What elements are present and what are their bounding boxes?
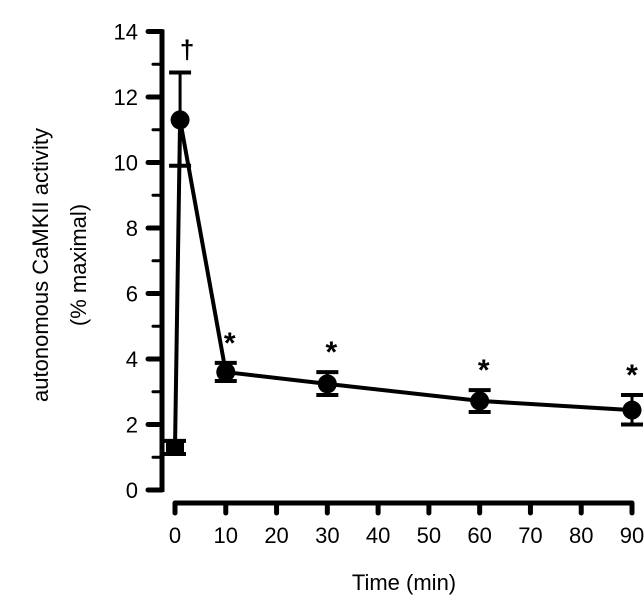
- x-tick-label: 50: [417, 523, 441, 548]
- y-axis: 0 2 4 6 8 10 12 14: [114, 20, 165, 503]
- x-axis: 0 10 20 30 40 50 60 70 80 90: [169, 500, 644, 548]
- data-point: [166, 439, 184, 456]
- y-tick-label: 12: [114, 85, 138, 110]
- significance-marker: *: [325, 336, 337, 369]
- y-tick-label: 8: [126, 216, 138, 241]
- x-tick-label: 80: [569, 523, 593, 548]
- x-tick-label: 40: [366, 523, 390, 548]
- plot-area: † * * * *: [164, 34, 643, 456]
- x-tick-label: 30: [315, 523, 339, 548]
- significance-marker: *: [224, 327, 236, 360]
- data-point: [317, 374, 337, 394]
- series-line: [173, 119, 633, 448]
- y-tick-label: 6: [126, 282, 138, 307]
- y-tick-label: 0: [126, 478, 138, 503]
- significance-marker: *: [626, 359, 638, 392]
- y-tick-label: 14: [114, 20, 138, 45]
- data-point: [216, 362, 236, 382]
- data-point: [622, 400, 642, 420]
- x-tick-label: 90: [620, 523, 644, 548]
- y-tick-label: 2: [126, 413, 138, 438]
- y-tick-label: 4: [126, 347, 138, 372]
- y-axis-label: autonomous CaMKII activity: [28, 128, 53, 402]
- y-axis-label-units: (% maximal): [66, 204, 91, 326]
- x-tick-label: 20: [264, 523, 288, 548]
- x-tick-label: 0: [169, 523, 181, 548]
- x-tick-label: 10: [214, 523, 238, 548]
- data-point: [170, 110, 190, 130]
- x-axis-label: Time (min): [352, 570, 456, 595]
- x-tick-label: 60: [467, 523, 491, 548]
- significance-marker: *: [478, 354, 490, 387]
- data-point: [470, 391, 490, 411]
- y-tick-label: 10: [114, 151, 138, 176]
- significance-marker: †: [180, 34, 194, 64]
- x-tick-label: 70: [518, 523, 542, 548]
